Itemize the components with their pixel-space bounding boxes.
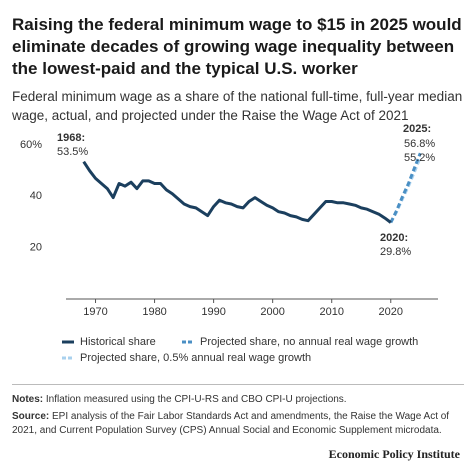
y-tick-label: 60% (20, 139, 42, 151)
annotation: 2025: (403, 123, 431, 135)
y-tick-label: 40 (30, 190, 42, 202)
source-text: EPI analysis of the Fair Labor Standards… (12, 411, 450, 436)
annotation: 56.8% (404, 138, 435, 150)
divider (12, 384, 464, 385)
annotation: 55.2% (404, 152, 435, 164)
source-label: Source: (12, 411, 50, 422)
x-tick-label: 2010 (319, 306, 343, 318)
x-tick-label: 2020 (379, 306, 403, 318)
annotation: 1968: (57, 132, 85, 144)
notes-text: Inflation measured using the CPI-U-RS an… (45, 394, 347, 405)
annotation: 53.5% (57, 146, 88, 158)
legend-label: Historical share (80, 336, 156, 348)
notes-label: Notes: (12, 394, 44, 405)
series-line (82, 160, 392, 224)
legend-label: Projected share, no annual real wage gro… (200, 336, 418, 348)
chart-title: Raising the federal minimum wage to $15 … (12, 15, 462, 78)
x-tick-label: 1990 (201, 306, 225, 318)
chart-subtitle: Federal minimum wage as a share of the n… (12, 89, 463, 123)
y-tick-label: 20 (30, 242, 42, 254)
annotation: 2020: (380, 232, 408, 244)
annotation: 29.8% (380, 246, 411, 258)
footer: Economic Policy Institute (328, 447, 460, 461)
legend-label: Projected share, 0.5% annual real wage g… (80, 352, 311, 364)
source: Source: EPI analysis of the Fair Labor S… (12, 410, 467, 438)
x-tick-label: 2000 (260, 306, 284, 318)
x-tick-label: 1970 (83, 306, 107, 318)
series-line (389, 152, 422, 224)
notes: Notes: Inflation measured using the CPI-… (12, 393, 467, 407)
x-tick-label: 1980 (142, 306, 166, 318)
